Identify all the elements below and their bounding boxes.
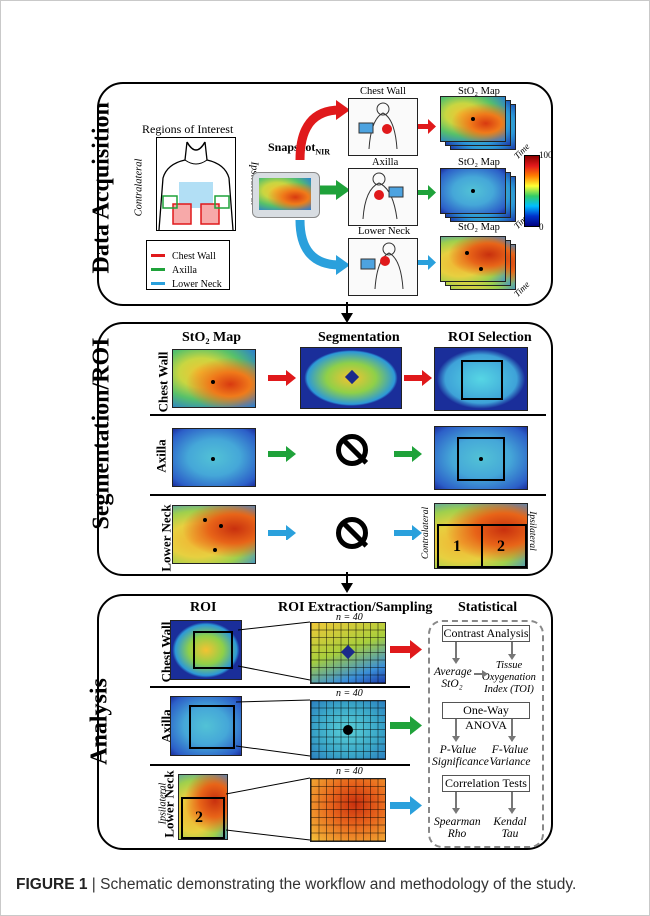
chest-wall-map	[440, 96, 506, 142]
ana-axilla-roi	[170, 696, 242, 756]
colorbar-max: 100	[539, 150, 553, 160]
lower-neck-sampling-grid	[310, 778, 386, 842]
spearman-rho: Spearman Rho	[434, 816, 481, 840]
n-label-2: n = 40	[336, 688, 363, 699]
acq-map-title-2: StO₂ Map	[458, 157, 500, 168]
ana-header-roi: ROI	[190, 600, 217, 615]
data-acquisition-title: Data Acquisition	[88, 102, 115, 274]
roi-title: Regions of Interest	[142, 122, 234, 136]
ana-lower-neck-roi: 2	[178, 774, 228, 840]
analysis-arrows	[390, 640, 422, 815]
correlation-tests-box: Correlation Tests	[442, 775, 530, 792]
device-screen	[259, 178, 311, 210]
lower-neck-map	[440, 236, 506, 282]
legend-label: Axilla	[172, 265, 197, 276]
p-value-significance: P-Value Significance	[432, 744, 489, 768]
patient-sketch	[362, 172, 404, 220]
average-sto2: Average StO₂	[434, 666, 472, 690]
ana-header-statistical: Statistical	[458, 600, 518, 615]
lower-neck-photo	[348, 238, 418, 296]
analysis-title: Analysis	[86, 678, 113, 765]
seg-divider-1	[150, 414, 546, 416]
caption-label: FIGURE 1	[16, 876, 88, 893]
caption-text: Schematic demonstrating the workflow and…	[100, 876, 577, 893]
seg-chest-wall-map	[172, 349, 256, 408]
seg-chest-wall-segmented	[300, 347, 402, 409]
f-value-variance: F-Value Variance	[489, 744, 531, 768]
figure-caption: FIGURE 1 | Schematic demonstrating the w…	[16, 876, 577, 893]
seg-header-segmentation: Segmentation	[318, 330, 400, 345]
seg-header-roi-selection: ROI Selection	[448, 330, 532, 345]
legend-item-axilla: Axilla	[151, 260, 197, 276]
contralateral-label: Contralateral	[133, 158, 145, 217]
acq-map-title-1: StO₂ Map	[458, 86, 500, 97]
device-sub: NIR	[315, 147, 331, 157]
legend-swatch	[151, 281, 165, 285]
chest-wall-sampling-grid	[310, 622, 386, 684]
axilla-sampling-grid	[310, 700, 386, 760]
roi-number-2: 2	[497, 538, 505, 555]
segmentation-title: Segmentation/ROI	[88, 337, 115, 530]
seg-chest-wall-roi	[434, 347, 528, 411]
torso-sketch	[156, 137, 236, 231]
statistical-box	[428, 620, 544, 848]
ana-divider-2	[150, 764, 410, 766]
map-arrows	[418, 119, 436, 270]
seg-row-chest-wall: Chest Wall	[155, 351, 171, 413]
sampling-marker	[340, 644, 356, 660]
one-way-anova-box: One-Way ANOVA	[442, 702, 530, 732]
n-label-3: n = 40	[336, 766, 363, 777]
ana-chest-wall-roi	[170, 620, 242, 680]
seg-divider-2	[150, 494, 546, 496]
ana-ipsilateral: Ipsilateral	[157, 782, 169, 825]
seg-lower-neck-roi: 1 2	[434, 503, 528, 569]
legend-label: Lower Neck	[172, 279, 222, 290]
seg-header-stomap: StO₂ Map	[182, 330, 242, 345]
seg-arrows	[268, 370, 432, 540]
roi-legend: Chest Wall Axilla Lower Neck	[146, 240, 230, 290]
kendal-tau: Kendal Tau	[493, 816, 527, 840]
seg-axilla-roi	[434, 426, 528, 490]
no-segmentation-icon-2	[336, 517, 369, 549]
patient-sketch	[360, 242, 404, 290]
seg-axilla-map	[172, 428, 256, 487]
legend-item-chest-wall: Chest Wall	[151, 246, 216, 262]
colorbar-min: 0	[539, 222, 544, 232]
legend-label: Chest Wall	[172, 251, 216, 262]
torso-outline	[158, 141, 234, 231]
workflow-arrows	[295, 100, 350, 275]
legend-item-lower-neck: Lower Neck	[151, 274, 222, 290]
acq-map-title-3: StO₂ Map	[458, 222, 500, 233]
acq-lower-neck-label: Lower Neck	[358, 226, 411, 237]
patient-sketch	[358, 102, 398, 150]
sampling-marker	[343, 725, 353, 735]
legend-swatch	[151, 253, 165, 257]
contrast-analysis-box: Contrast Analysis	[442, 625, 530, 642]
roi-number-1: 1	[453, 538, 461, 555]
acq-chest-wall-label: Chest Wall	[360, 86, 406, 97]
ana-divider-1	[150, 686, 410, 688]
zoom-lines	[226, 621, 311, 841]
ana-roi-number: 2	[195, 809, 203, 826]
seg-lower-neck-map	[172, 505, 256, 564]
acq-axilla-label: Axilla	[372, 157, 399, 168]
colorbar	[524, 155, 540, 227]
stat-flow-arrows	[452, 642, 516, 814]
seg-ipsilateral: Ipsilateral	[526, 511, 537, 551]
tissue-oxygenation-index: Tissue Oxygenation Index (TOI)	[482, 660, 536, 695]
down-arrow	[341, 302, 353, 323]
seg-row-axilla: Axilla	[153, 439, 169, 473]
axilla-photo	[348, 168, 418, 226]
down-arrow	[341, 572, 353, 593]
axilla-map	[440, 168, 506, 214]
no-segmentation-icon-1	[336, 434, 369, 466]
legend-swatch	[151, 267, 165, 271]
snapshot-device	[252, 172, 320, 218]
chest-wall-photo	[348, 98, 418, 156]
ana-header-extraction: ROI Extraction/Sampling	[278, 600, 433, 615]
n-label-1: n = 40	[336, 612, 363, 623]
